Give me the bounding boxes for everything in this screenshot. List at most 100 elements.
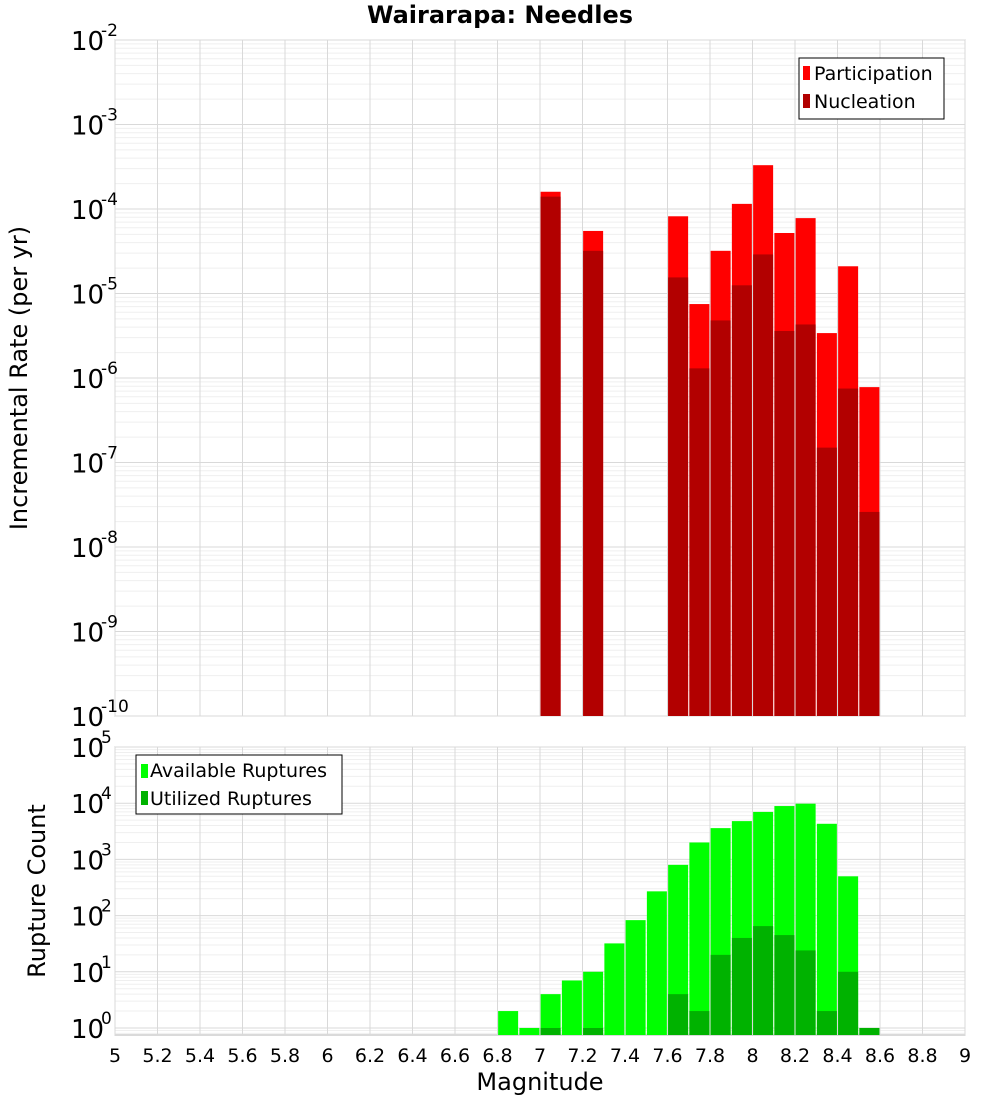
y-tick-exponent: 2 — [101, 897, 112, 917]
bar-nucleation — [816, 447, 837, 716]
bar-nucleation — [583, 250, 604, 716]
x-tick-label: 8.6 — [865, 1045, 895, 1067]
bar-utilized-ruptures — [774, 935, 795, 1035]
y-tick-base: 10 — [71, 365, 104, 395]
y-tick-exponent: 0 — [101, 1009, 112, 1029]
bottom-bars — [498, 803, 880, 1035]
top-legend: Participation Nucleation — [798, 57, 945, 120]
bar-available-ruptures — [668, 864, 689, 1035]
x-tick-label: 5.2 — [142, 1045, 172, 1067]
bar-utilized-ruptures — [795, 950, 816, 1035]
x-tick-label: 6.4 — [397, 1045, 427, 1067]
x-tick-label: 8 — [746, 1045, 758, 1067]
y-tick-base: 10 — [71, 112, 104, 142]
bar-utilized-ruptures — [540, 1027, 561, 1035]
y-tick-exponent: -9 — [101, 613, 118, 633]
legend-label-nucleation: Nucleation — [814, 91, 916, 113]
bar-utilized-ruptures — [838, 971, 859, 1035]
bar-utilized-ruptures — [731, 937, 752, 1035]
y-tick-exponent: 3 — [101, 840, 112, 860]
y-tick-exponent: -6 — [101, 359, 118, 379]
x-tick-label: 7.2 — [567, 1045, 597, 1067]
legend-swatch-participation — [803, 66, 810, 80]
legend-label-utilized-ruptures: Utilized Ruptures — [150, 788, 312, 810]
y-tick-base: 10 — [71, 27, 104, 57]
x-tick-label: 9 — [959, 1045, 971, 1067]
x-tick-label: 6.2 — [355, 1045, 385, 1067]
y-tick-exponent: -7 — [101, 444, 118, 464]
x-tick-label: 6.6 — [440, 1045, 470, 1067]
y-tick-base: 10 — [71, 534, 104, 564]
bar-utilized-ruptures — [816, 1011, 837, 1035]
x-tick-label: 8.2 — [780, 1045, 810, 1067]
legend-label-available-ruptures: Available Ruptures — [150, 760, 327, 782]
bar-utilized-ruptures — [668, 994, 689, 1035]
bar-available-ruptures — [540, 994, 561, 1035]
bar-available-ruptures — [498, 1011, 519, 1035]
bar-nucleation — [795, 324, 816, 716]
bar-available-ruptures — [689, 842, 710, 1035]
y-tick-base: 10 — [71, 959, 104, 989]
y-tick-base: 10 — [71, 790, 104, 820]
x-tick-label: 7.4 — [610, 1045, 640, 1067]
x-tick-label: 5 — [109, 1045, 121, 1067]
x-tick-label: 7.8 — [695, 1045, 725, 1067]
y-tick-base: 10 — [71, 281, 104, 311]
top-grid — [114, 39, 966, 717]
bar-utilized-ruptures — [859, 1027, 880, 1035]
y-tick-exponent: 1 — [101, 953, 112, 973]
y-tick-base: 10 — [71, 846, 104, 876]
bar-utilized-ruptures — [583, 1027, 604, 1035]
bar-available-ruptures — [561, 980, 582, 1035]
bar-nucleation — [540, 196, 561, 717]
x-axis-label: Magnitude — [476, 1068, 603, 1096]
bar-nucleation — [838, 388, 859, 716]
bar-available-ruptures — [604, 943, 625, 1035]
x-axis-ticks: 5 5.2 5.4 5.6 5.8 6 6.2 6.4 6.6 6.8 7 7.2 7.4 7.6 7.8 8… — [109, 1045, 971, 1067]
y-tick-base: 10 — [71, 196, 104, 226]
bar-nucleation — [689, 368, 710, 716]
x-tick-label: 8.8 — [907, 1045, 937, 1067]
legend-swatch-nucleation — [803, 94, 810, 108]
x-tick-label: 5.8 — [270, 1045, 300, 1067]
bar-nucleation — [774, 330, 795, 716]
y-tick-exponent: 4 — [101, 784, 112, 804]
legend-swatch-available-ruptures — [141, 764, 148, 778]
bottom-y-axis-label: Rupture Count — [23, 804, 51, 978]
y-tick-exponent: -3 — [101, 106, 118, 126]
x-tick-label: 7 — [534, 1045, 546, 1067]
bottom-legend: Available Ruptures Utilized Ruptures — [135, 754, 343, 815]
y-tick-base: 10 — [71, 619, 104, 649]
top-y-axis-label: Incremental Rate (per yr) — [5, 226, 33, 530]
bar-utilized-ruptures — [689, 1011, 710, 1035]
y-tick-base: 10 — [71, 450, 104, 480]
bar-available-ruptures — [646, 891, 667, 1035]
y-tick-exponent: -8 — [101, 528, 118, 548]
bar-nucleation — [710, 320, 731, 716]
legend-label-participation: Participation — [814, 63, 933, 85]
bar-available-ruptures — [519, 1027, 540, 1035]
y-tick-base: 10 — [71, 703, 104, 733]
bar-available-ruptures — [816, 823, 837, 1035]
y-tick-exponent: -10 — [101, 697, 129, 717]
bottom-legend-box — [135, 754, 343, 815]
chart-title: Wairarapa: Needles — [367, 1, 633, 29]
x-tick-label: 5.6 — [227, 1045, 257, 1067]
bar-utilized-ruptures — [753, 926, 774, 1035]
y-tick-exponent: -5 — [101, 275, 118, 295]
x-tick-label: 6.8 — [482, 1045, 512, 1067]
legend-swatch-utilized-ruptures — [141, 791, 148, 805]
bar-nucleation — [731, 285, 752, 716]
y-tick-exponent: -4 — [101, 190, 118, 210]
bar-available-ruptures — [625, 920, 646, 1035]
bar-nucleation — [668, 277, 689, 716]
bar-available-ruptures — [583, 971, 604, 1035]
top-bars — [540, 165, 880, 717]
y-tick-base: 10 — [71, 903, 104, 933]
bar-utilized-ruptures — [710, 954, 731, 1035]
